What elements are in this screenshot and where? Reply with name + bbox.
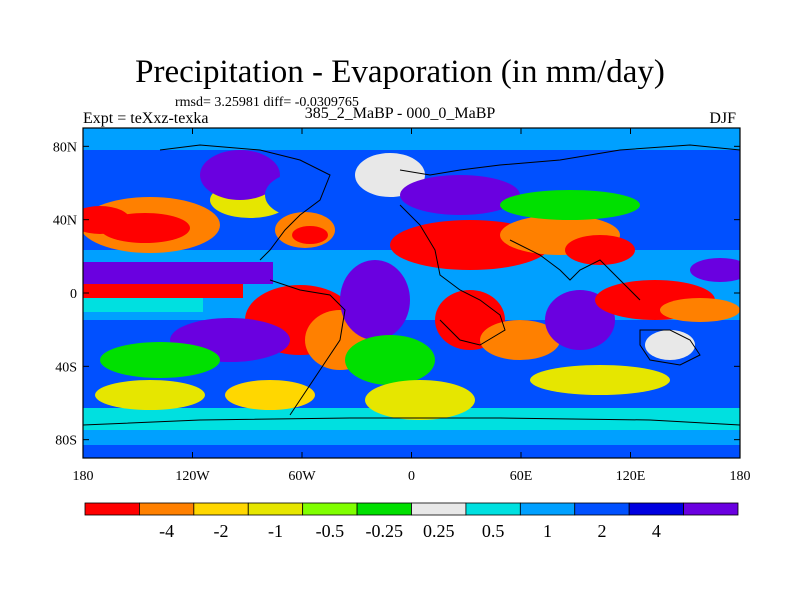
colorbar-swatch [465, 502, 521, 516]
colorbar-label: -0.25 [366, 521, 404, 541]
experiment-label: Expt = teXxz-texka [83, 110, 209, 127]
colorbar-label: 2 [597, 521, 606, 541]
x-tick-label: 180 [730, 469, 751, 484]
colorbar-label: -2 [214, 521, 229, 541]
x-tick-label: 60W [288, 469, 316, 484]
colorbar-swatch [302, 502, 358, 516]
colorbar-swatch [683, 502, 739, 516]
map-axis-ticks: 180 120W 60W 0 60E 120E 180 80N 40N 0 40S 80S [53, 128, 751, 484]
y-tick-label: 40S [55, 360, 77, 375]
y-tick-label: 40N [53, 214, 77, 229]
colorbar-swatch [628, 502, 684, 516]
x-tick-label: 0 [408, 469, 415, 484]
colorbar-label: -1 [268, 521, 283, 541]
period-difference-label: 385_2_MaBP - 000_0_MaBP [304, 105, 496, 122]
colorbar-swatch [356, 502, 412, 516]
rmsd-diff-stat: rmsd= 3.25981 diff= -0.0309765 [175, 95, 359, 110]
colorbar-label: -4 [159, 521, 174, 541]
colorbar-swatch [84, 502, 140, 516]
map-title: Precipitation - Evaporation (in mm/day) [135, 54, 665, 90]
x-tick-label: 120E [616, 469, 646, 484]
x-tick-label: 120W [175, 469, 210, 484]
colorbar-label: -0.5 [316, 521, 345, 541]
y-tick-label: 80N [53, 140, 77, 155]
colorbar-swatch [193, 502, 249, 516]
colorbar-label: 1 [543, 521, 552, 541]
coastlines [83, 144, 740, 426]
x-tick-label: 60E [510, 469, 533, 484]
colorbar-swatch [139, 502, 195, 516]
colorbar-label: 4 [652, 521, 661, 541]
x-tick-label: 180 [73, 469, 94, 484]
contour-field [83, 128, 740, 458]
colorbar-swatch [411, 502, 467, 516]
season-label: DJF [709, 110, 736, 127]
colorbar-label: 0.5 [482, 521, 505, 541]
colorbar: -4 -2 -1 -0.5 -0.25 0.25 0.5 1 2 4 [84, 502, 739, 541]
colorbar-label: 0.25 [423, 521, 455, 541]
y-tick-label: 0 [70, 287, 77, 302]
colorbar-swatch [519, 502, 576, 516]
colorbar-swatch [247, 502, 304, 516]
colorbar-swatch [574, 502, 630, 516]
y-tick-label: 80S [55, 434, 77, 449]
